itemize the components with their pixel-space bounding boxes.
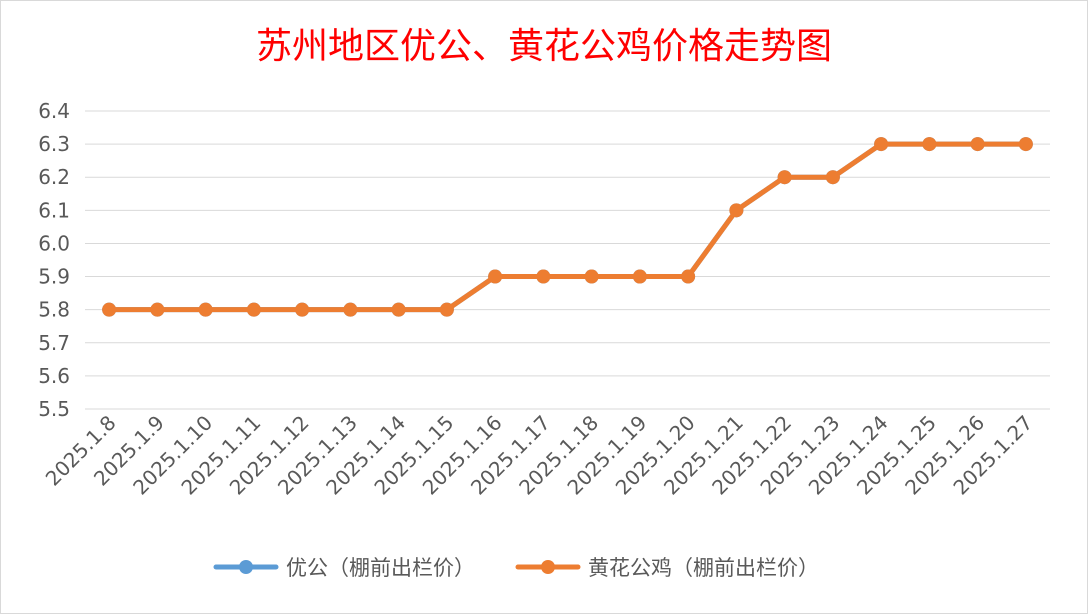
legend-item-2: 黄花公鸡（棚前出栏价） bbox=[515, 556, 819, 580]
series-line bbox=[106, 141, 1029, 313]
data-point bbox=[1018, 137, 1033, 152]
grid-layer bbox=[85, 110, 1050, 410]
series-layer bbox=[102, 137, 1033, 317]
y-tick-label: 5.5 bbox=[38, 397, 70, 421]
y-axis: 5.5 5.6 5.7 5.8 5.9 6.0 6.1 6.2 6.3 6.4 bbox=[38, 99, 70, 421]
legend-swatch-marker bbox=[541, 560, 555, 574]
x-axis: 2025.1.82025.1.92025.1.102025.1.112025.1… bbox=[41, 411, 1038, 500]
data-point bbox=[632, 269, 647, 284]
data-point bbox=[922, 137, 937, 152]
data-point bbox=[777, 170, 792, 185]
data-point bbox=[681, 269, 696, 284]
data-point bbox=[391, 302, 406, 317]
legend-item-1: 优公（棚前出栏价） bbox=[213, 556, 475, 580]
y-tick-label: 5.9 bbox=[38, 265, 70, 289]
data-point bbox=[874, 137, 889, 152]
y-tick-label: 6.4 bbox=[38, 99, 70, 123]
data-point bbox=[970, 137, 985, 152]
data-point bbox=[584, 269, 599, 284]
data-point bbox=[295, 302, 310, 317]
chart-title: 苏州地区优公、黄花公鸡价格走势图 bbox=[256, 26, 832, 67]
legend-label: 优公（棚前出栏价） bbox=[286, 556, 475, 580]
y-tick-label: 6.2 bbox=[38, 165, 70, 189]
data-point bbox=[729, 203, 744, 218]
data-point bbox=[246, 302, 261, 317]
y-tick-label: 6.0 bbox=[38, 231, 70, 255]
data-point bbox=[825, 170, 840, 185]
legend-swatch-marker bbox=[239, 560, 253, 574]
legend: 优公（棚前出栏价） 黄花公鸡（棚前出栏价） bbox=[213, 556, 819, 580]
y-tick-label: 5.6 bbox=[38, 364, 70, 388]
data-point bbox=[102, 302, 117, 317]
data-point bbox=[536, 269, 551, 284]
series-line bbox=[106, 141, 1029, 313]
data-point bbox=[150, 302, 165, 317]
data-point bbox=[343, 302, 358, 317]
data-point bbox=[198, 302, 213, 317]
legend-label: 黄花公鸡（棚前出栏价） bbox=[588, 556, 819, 580]
y-tick-label: 6.3 bbox=[38, 132, 70, 156]
data-point bbox=[488, 269, 503, 284]
series-2 bbox=[102, 137, 1033, 317]
series-1 bbox=[102, 137, 1033, 317]
y-tick-label: 6.1 bbox=[38, 198, 70, 222]
y-tick-label: 5.7 bbox=[38, 331, 70, 355]
data-point bbox=[439, 302, 454, 317]
y-tick-label: 5.8 bbox=[38, 298, 70, 322]
